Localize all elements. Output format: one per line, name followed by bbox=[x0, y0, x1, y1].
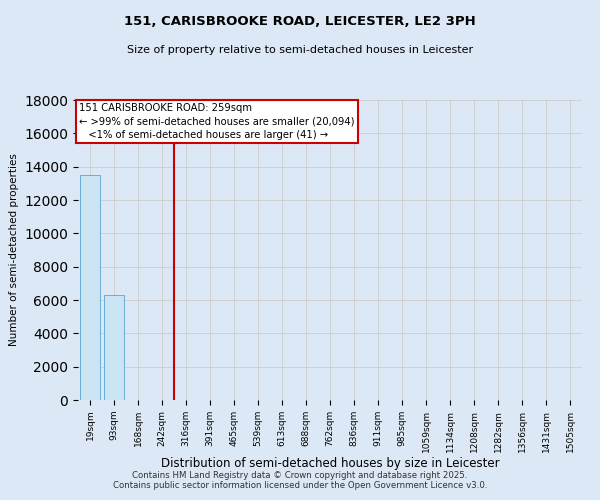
X-axis label: Distribution of semi-detached houses by size in Leicester: Distribution of semi-detached houses by … bbox=[161, 458, 499, 470]
Bar bbox=[104, 295, 124, 400]
Text: Size of property relative to semi-detached houses in Leicester: Size of property relative to semi-detach… bbox=[127, 45, 473, 55]
Y-axis label: Number of semi-detached properties: Number of semi-detached properties bbox=[9, 154, 19, 346]
Bar bbox=[80, 175, 100, 400]
Text: 151 CARISBROOKE ROAD: 259sqm
← >99% of semi-detached houses are smaller (20,094): 151 CARISBROOKE ROAD: 259sqm ← >99% of s… bbox=[79, 104, 355, 140]
Text: 151, CARISBROOKE ROAD, LEICESTER, LE2 3PH: 151, CARISBROOKE ROAD, LEICESTER, LE2 3P… bbox=[124, 15, 476, 28]
Text: Contains HM Land Registry data © Crown copyright and database right 2025.
Contai: Contains HM Land Registry data © Crown c… bbox=[113, 470, 487, 490]
